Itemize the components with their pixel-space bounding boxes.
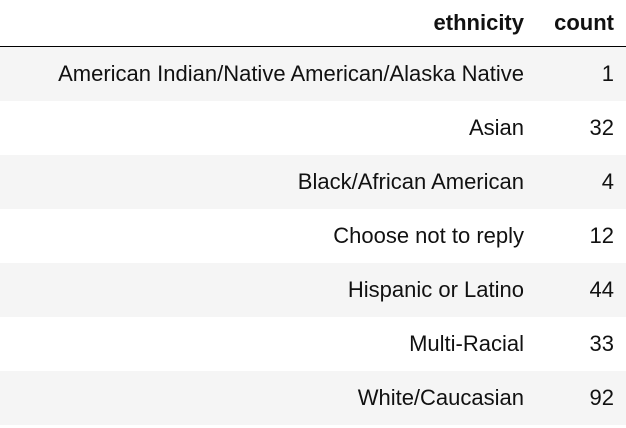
cell-count: 4 <box>601 169 614 194</box>
cell-ethnicity: Black/African American <box>297 169 524 194</box>
table-row: White/Caucasian 92 <box>0 371 626 425</box>
header-row: ethnicity count <box>0 0 626 47</box>
cell-ethnicity: Asian <box>468 115 524 140</box>
table-row: American Indian/Native American/Alaska N… <box>0 46 626 101</box>
table-row: Asian 32 <box>0 101 626 155</box>
cell-count: 33 <box>589 331 614 356</box>
table-row: Hispanic or Latino 44 <box>0 263 626 317</box>
column-header-count: count <box>536 0 626 47</box>
cell-ethnicity: White/Caucasian <box>357 385 524 410</box>
cell-ethnicity: American Indian/Native American/Alaska N… <box>58 61 524 86</box>
table-row: Black/African American 4 <box>0 155 626 209</box>
cell-count: 1 <box>601 61 614 86</box>
table-body: American Indian/Native American/Alaska N… <box>0 46 626 425</box>
table-header: ethnicity count <box>0 0 626 47</box>
cell-ethnicity: Hispanic or Latino <box>347 277 524 302</box>
column-header-ethnicity: ethnicity <box>0 0 536 47</box>
table-row: Multi-Racial 33 <box>0 317 626 371</box>
cell-count: 44 <box>589 277 614 302</box>
cell-ethnicity: Choose not to reply <box>333 223 524 248</box>
cell-count: 12 <box>589 223 614 248</box>
cell-count: 92 <box>589 385 614 410</box>
cell-ethnicity: Multi-Racial <box>409 331 524 356</box>
table-row: Choose not to reply 12 <box>0 209 626 263</box>
cell-count: 32 <box>589 115 614 140</box>
